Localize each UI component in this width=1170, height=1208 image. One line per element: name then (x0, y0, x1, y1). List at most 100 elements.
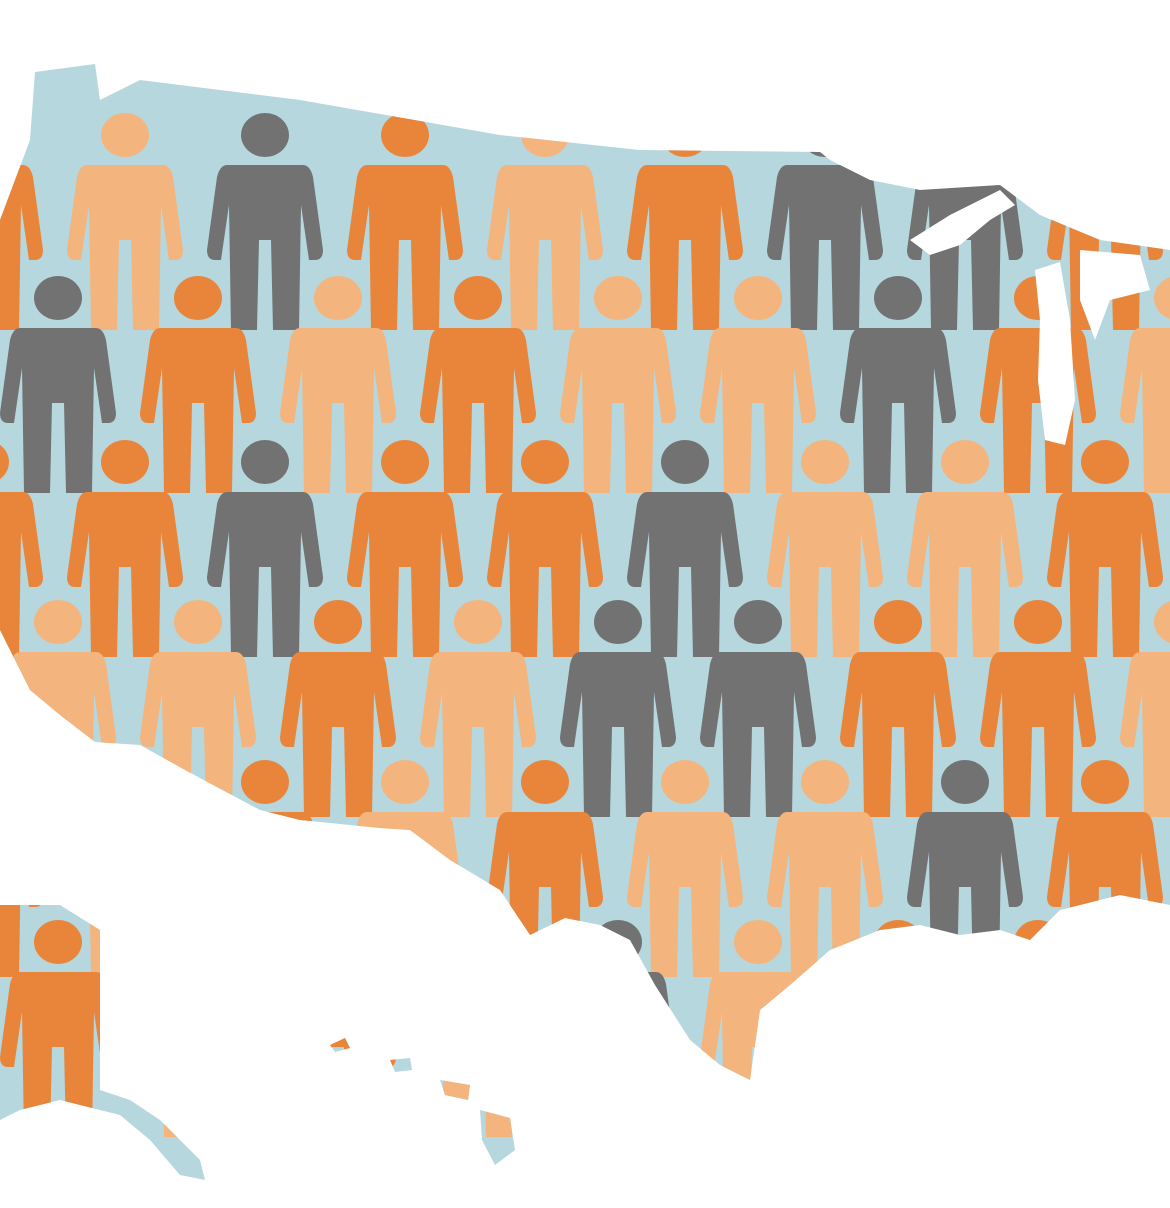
person-head (594, 920, 642, 964)
person-head (174, 920, 222, 964)
person-body (1120, 652, 1170, 817)
person-head (1081, 760, 1129, 804)
person-body (700, 328, 816, 493)
person-figure (0, 113, 43, 330)
person-figure (420, 276, 536, 493)
person-head (34, 600, 82, 644)
person-head (314, 276, 362, 320)
person-head (941, 760, 989, 804)
person-head (1014, 600, 1062, 644)
person-body (700, 652, 816, 817)
person-figure (840, 276, 956, 493)
person-body (840, 652, 956, 817)
person-figure (767, 440, 883, 657)
person-body (627, 812, 743, 977)
person-head (101, 760, 149, 804)
person-head (0, 113, 9, 157)
person-body (347, 812, 463, 977)
person-figure (0, 276, 116, 493)
person-head (1014, 920, 1062, 964)
person-figure (67, 113, 183, 330)
person-head (0, 760, 9, 804)
person-figure (0, 920, 116, 1137)
person-head (241, 440, 289, 484)
person-body (980, 652, 1096, 817)
person-head (1154, 276, 1170, 320)
person-head (874, 920, 922, 964)
person-body (840, 972, 956, 1137)
person-figure (420, 920, 536, 1137)
person-body (67, 165, 183, 330)
person-head (314, 920, 362, 964)
person-figure (560, 276, 676, 493)
person-head (241, 113, 289, 157)
person-body (280, 652, 396, 817)
person-head (101, 113, 149, 157)
person-body (420, 652, 536, 817)
person-body (560, 328, 676, 493)
person-figure (627, 760, 743, 977)
person-head (874, 276, 922, 320)
person-body (1120, 972, 1170, 1137)
person-head (381, 760, 429, 804)
person-body (0, 165, 43, 330)
person-head (454, 276, 502, 320)
person-head (661, 760, 709, 804)
person-body (980, 972, 1096, 1137)
person-body (907, 492, 1023, 657)
person-figure (280, 600, 396, 817)
person-body (767, 492, 883, 657)
person-figure (67, 440, 183, 657)
person-body (767, 165, 883, 330)
person-figure (700, 276, 816, 493)
person-body (627, 492, 743, 657)
person-head (34, 920, 82, 964)
person-head (661, 440, 709, 484)
person-head (454, 920, 502, 964)
person-body (347, 492, 463, 657)
lake-huron (1080, 250, 1150, 340)
person-head (521, 760, 569, 804)
person-figure (1047, 440, 1163, 657)
person-body (280, 972, 396, 1137)
person-figure (280, 276, 396, 493)
person-body (140, 972, 256, 1137)
person-figure (700, 600, 816, 817)
person-head (941, 113, 989, 157)
person-head (241, 760, 289, 804)
person-figure (980, 920, 1096, 1137)
person-figure (627, 440, 743, 657)
person-head (1081, 440, 1129, 484)
person-head (101, 440, 149, 484)
person-figure (140, 920, 256, 1137)
person-body (1047, 492, 1163, 657)
person-head (801, 113, 849, 157)
person-figure (1120, 276, 1170, 493)
person-head (874, 600, 922, 644)
person-figure (840, 600, 956, 817)
person-body (0, 328, 116, 493)
person-head (661, 113, 709, 157)
person-body (0, 972, 116, 1137)
great-lakes (910, 190, 1150, 445)
person-body (767, 812, 883, 977)
person-figure (560, 600, 676, 817)
person-head (734, 920, 782, 964)
person-body (840, 328, 956, 493)
person-figure (207, 113, 323, 330)
person-figure (907, 440, 1023, 657)
person-figure (487, 440, 603, 657)
person-head (381, 113, 429, 157)
person-figure (767, 760, 883, 977)
person-figure (1120, 600, 1170, 817)
person-body (347, 165, 463, 330)
person-head (734, 600, 782, 644)
person-body (207, 812, 323, 977)
person-figure (1120, 920, 1170, 1137)
person-head (454, 600, 502, 644)
person-body (420, 972, 536, 1137)
person-head (521, 113, 569, 157)
person-body (420, 328, 536, 493)
person-head (734, 276, 782, 320)
